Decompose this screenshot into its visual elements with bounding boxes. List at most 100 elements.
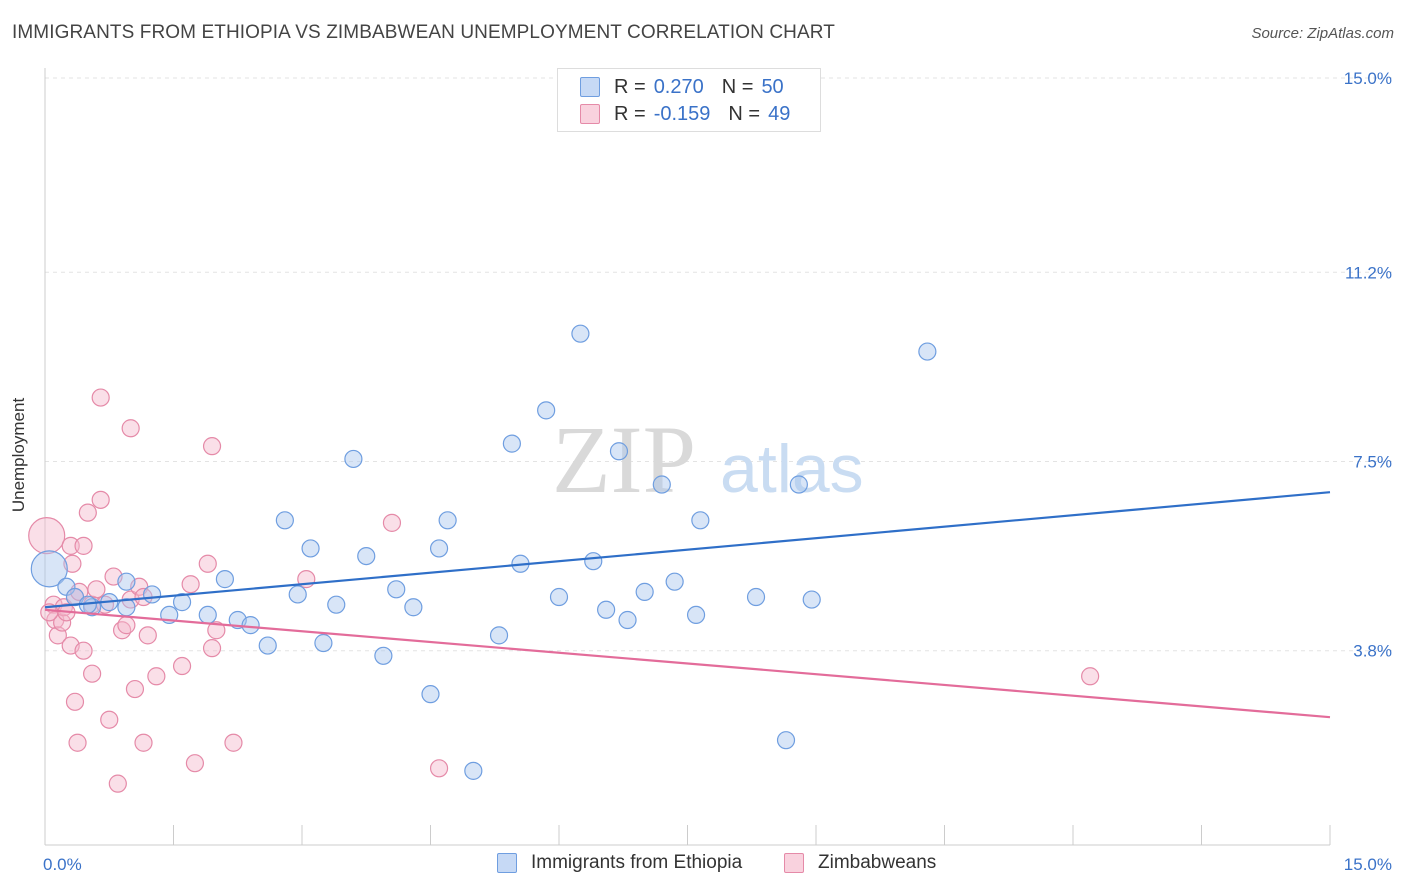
legend-n-label: N = <box>721 75 754 98</box>
ethiopia-point <box>142 585 162 604</box>
ethiopia-point <box>537 401 556 420</box>
ethiopia-point <box>30 550 68 588</box>
ethiopia-point <box>918 342 937 361</box>
series-legend-label: Immigrants from Ethiopia <box>531 852 743 873</box>
zimbabweans-point <box>207 621 226 640</box>
zimbabweans-point <box>181 575 200 594</box>
ethiopia-point <box>172 593 192 612</box>
zimbabweans-point <box>100 710 119 729</box>
watermark-zip: ZIP <box>552 406 696 513</box>
zimbabweans-point <box>202 639 222 658</box>
ethiopia-point <box>691 511 710 530</box>
zimbabweans-point <box>83 664 102 683</box>
axes <box>44 68 1331 846</box>
ethiopia-point <box>215 570 234 589</box>
ethiopia-point <box>327 595 346 614</box>
ethiopia-point <box>635 582 654 601</box>
ethiopia-point <box>584 552 603 571</box>
zimbabweans-point <box>87 580 106 599</box>
y-tick-label: 15.0% <box>1344 69 1392 88</box>
zimbabweans-point <box>28 517 66 555</box>
ethiopia-point <box>117 572 136 591</box>
zimbabweans-point <box>74 536 93 555</box>
zimbabweans-point <box>1081 667 1100 686</box>
ethiopia-point <box>652 475 671 494</box>
ethiopia-point <box>374 646 393 665</box>
ethiopia-point <box>438 511 457 530</box>
series-legend: Immigrants from Ethiopia Zimbabweans <box>0 852 1406 878</box>
ethiopia-point <box>241 616 260 635</box>
ethiopia-point <box>571 324 590 343</box>
ethiopia-point <box>421 685 440 704</box>
ethiopia-point <box>746 587 766 607</box>
ethiopia-point <box>344 449 363 469</box>
grid <box>45 77 1392 652</box>
zimbabweans-point <box>172 656 192 676</box>
zimbabweans-point <box>53 613 72 632</box>
zimbabweans-point <box>382 513 402 532</box>
y-tick-label: 3.8% <box>1353 642 1392 661</box>
ethiopia-point <box>618 610 637 630</box>
ethiopia-point <box>301 539 320 558</box>
zimbabweans-trend-line <box>44 608 1331 719</box>
legend-r-label: R = <box>614 75 646 98</box>
legend-swatch-ethiopia <box>580 77 600 97</box>
watermark-atlas: atlas <box>720 431 864 507</box>
ethiopia-point <box>802 590 821 609</box>
series-swatch-ethiopia <box>497 853 517 873</box>
legend-row-ethiopia: R = 0.270 N = 50 <box>580 73 784 101</box>
tick-labels: 3.8% 7.5% 11.2% 15.0% 0.0% 15.0% <box>43 69 1392 874</box>
series-legend-zimbabweans[interactable]: Zimbabweans <box>784 852 936 874</box>
ethiopia-point <box>258 636 277 655</box>
zimbabweans-point <box>125 679 145 699</box>
ethiopia-point <box>789 475 808 494</box>
zimbabweans-point <box>91 388 110 407</box>
zimbabweans-point <box>138 626 157 645</box>
legend-n-value: 50 <box>761 75 784 98</box>
ethiopia-point <box>489 626 509 645</box>
series-legend-label: Zimbabweans <box>818 852 937 873</box>
x-tick-label: 0.0% <box>43 855 82 874</box>
ethiopia-point <box>288 585 307 604</box>
legend-row-zimbabweans: R = -0.159 N = 49 <box>580 100 790 128</box>
ethiopia-points <box>30 324 937 780</box>
ethiopia-point <box>464 761 483 780</box>
zimbabweans-point <box>63 554 82 573</box>
source-label: Source: ZipAtlas.com <box>1251 25 1394 42</box>
ethiopia-point <box>357 546 376 566</box>
legend-r-value: 0.270 <box>653 75 704 98</box>
zimbabweans-point <box>185 754 205 773</box>
ethiopia-point <box>387 580 406 599</box>
legend-swatch-zimbabweans <box>580 104 600 124</box>
zimbabweans-point <box>224 733 243 752</box>
ethiopia-point <box>314 633 333 653</box>
zimbabweans-points <box>28 388 1100 793</box>
zimbabweans-point <box>65 692 85 711</box>
watermark: ZIP atlas <box>552 406 864 513</box>
ethiopia-point <box>665 572 684 591</box>
series-swatch-zimbabweans <box>784 853 804 873</box>
zimbabweans-point <box>117 616 136 635</box>
zimbabweans-point <box>198 554 217 573</box>
trend-lines <box>44 491 1331 719</box>
ethiopia-point <box>686 605 706 625</box>
correlation-legend: R = 0.270 N = 50 R = -0.159 N = 49 <box>557 68 821 132</box>
legend-n-label: N = <box>728 102 761 125</box>
legend-r-value: -0.159 <box>653 102 711 125</box>
zimbabweans-point <box>61 536 80 555</box>
chart-title: IMMIGRANTS FROM ETHIOPIA VS ZIMBABWEAN U… <box>12 22 835 43</box>
zimbabweans-point <box>108 774 127 793</box>
ethiopia-point <box>198 605 217 625</box>
ethiopia-point <box>275 511 294 530</box>
zimbabweans-point <box>429 759 449 778</box>
zimbabweans-point <box>78 503 97 522</box>
y-tick-label: 11.2% <box>1345 263 1392 282</box>
zimbabweans-point <box>91 490 110 509</box>
legend-r-label: R = <box>614 102 646 125</box>
series-legend-ethiopia[interactable]: Immigrants from Ethiopia <box>497 852 742 874</box>
zimbabweans-point <box>147 667 166 686</box>
ethiopia-point <box>776 731 796 750</box>
zimbabweans-point <box>121 419 140 438</box>
y-tick-label: 7.5% <box>1353 453 1392 472</box>
